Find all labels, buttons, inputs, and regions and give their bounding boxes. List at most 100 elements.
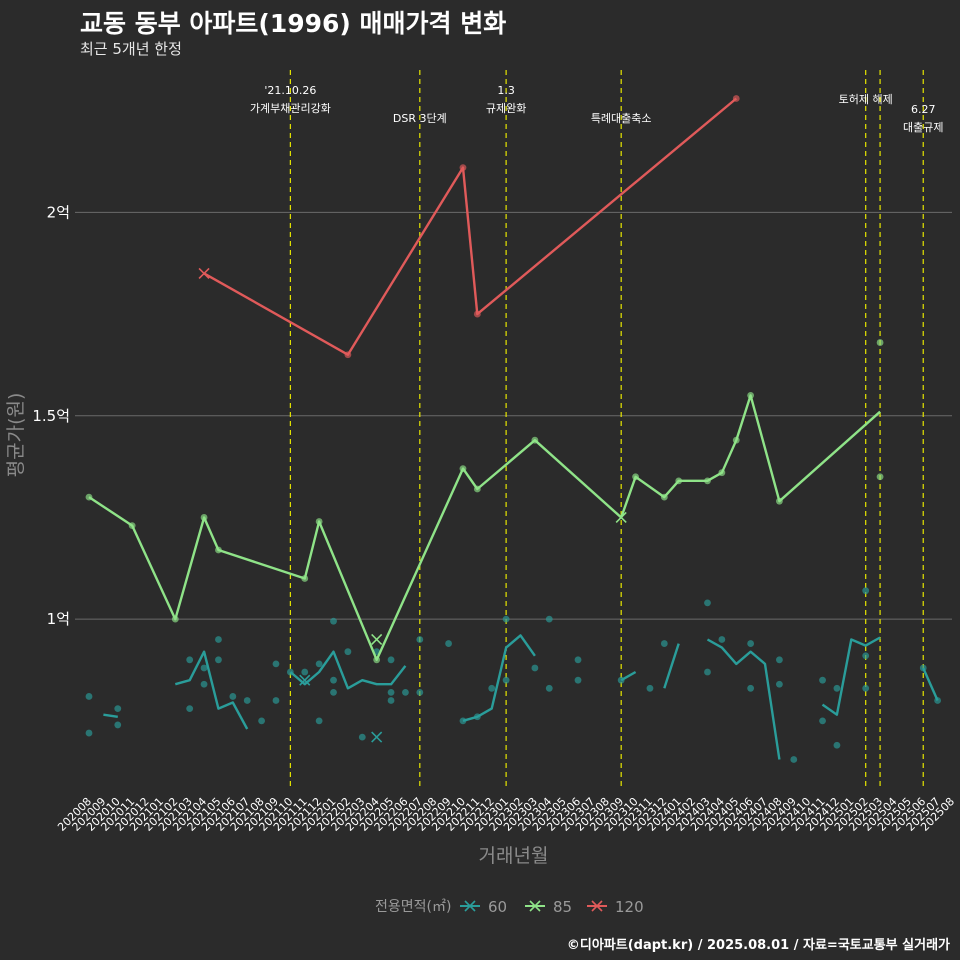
- series-60-point-57: [862, 587, 870, 595]
- y-axis-title: 평균가(원): [5, 393, 27, 478]
- series-85-line-0: [88, 394, 881, 661]
- series-120-x-marker-0: [198, 267, 210, 279]
- series-60-point-18: [315, 717, 323, 725]
- series-85-point-19: [876, 339, 884, 346]
- series-85-point-13: [675, 477, 683, 485]
- series-60-point-17: [315, 660, 323, 668]
- series-60-point-21: [330, 617, 337, 625]
- series-60-point-50: [776, 680, 783, 688]
- series-60-point-32: [459, 717, 467, 725]
- series-60-point-11: [243, 697, 251, 704]
- series-60-point-36: [502, 615, 510, 623]
- series-60-point-0: [85, 693, 93, 700]
- event-label-0-1: 가계부채관리강화: [250, 102, 331, 115]
- series-60-point-13: [272, 697, 280, 704]
- series-60-line-5: [663, 643, 680, 689]
- series-60-point-40: [574, 656, 582, 664]
- series-85-point-15: [718, 469, 726, 477]
- series-120-line-0: [203, 97, 738, 356]
- series-85-point-5: [301, 575, 309, 582]
- series-60-point-34: [488, 684, 496, 692]
- series-60-point-7: [200, 680, 208, 688]
- series-85-point-0: [85, 493, 93, 501]
- series-60-point-10: [229, 693, 237, 700]
- series-60-point-23: [358, 733, 366, 741]
- series-60-point-29: [416, 636, 424, 643]
- series-60-point-52: [790, 756, 798, 763]
- series-85-point-8: [459, 465, 467, 473]
- series-85-point-11: [632, 473, 639, 481]
- series-60-point-14: [272, 660, 280, 668]
- series-60-point-51: [776, 656, 783, 664]
- series-85-point-2: [171, 615, 179, 623]
- series-85-point-20: [876, 473, 884, 481]
- x-axis-title: 거래년월: [479, 845, 549, 867]
- series-60-point-25: [387, 688, 395, 696]
- event-label-3-0: 특례대출축소: [591, 112, 652, 125]
- series-85-point-10: [531, 436, 539, 444]
- series-60-line-1: [174, 650, 249, 730]
- event-label-6-0: 6.27: [911, 103, 936, 116]
- series-60-point-12: [258, 717, 265, 725]
- series-60-point-9: [215, 636, 222, 643]
- series-60-point-59: [862, 684, 870, 692]
- series-60-point-60: [919, 664, 927, 672]
- series-60-point-15: [286, 668, 294, 676]
- legend-title: 전용면적(㎡): [375, 899, 451, 915]
- event-label-1-0: DSR 3단계: [393, 112, 447, 125]
- event-label-0-0: '21.10.26: [264, 84, 316, 97]
- series-60-line-3: [462, 634, 536, 722]
- series-60-point-3: [114, 721, 122, 729]
- series-85-point-14: [704, 477, 711, 485]
- legend-key-marker-85: [529, 900, 541, 912]
- legend-key-marker-120: [591, 900, 603, 912]
- series-85-point-9: [473, 485, 481, 493]
- series-85-point-1: [128, 522, 136, 529]
- series-60-point-41: [574, 676, 582, 684]
- series-60-point-19: [330, 676, 337, 684]
- source-caption: ©디아파트(dapt.kr) / 2025.08.01 / 자료=국토교통부 실…: [566, 938, 950, 953]
- series-120-point-1: [459, 164, 467, 172]
- series-60-point-45: [704, 599, 711, 607]
- series-120-point-2: [473, 310, 481, 318]
- legend-label-85: 85: [553, 898, 572, 916]
- legend-key-marker-60: [464, 900, 476, 912]
- series-60-line-0: [103, 713, 118, 718]
- event-label-2-0: 1.3: [497, 84, 515, 97]
- y-tick-label-1: 1.5억: [32, 407, 70, 425]
- series-60-point-16: [301, 668, 309, 676]
- series-60-point-56: [833, 684, 841, 692]
- series-85-point-7: [373, 656, 381, 664]
- series-85-point-16: [732, 436, 740, 444]
- series-60-point-2: [114, 705, 122, 713]
- series-120-point-0: [344, 351, 352, 359]
- series-60-point-55: [833, 741, 841, 749]
- series-60-point-49: [747, 684, 755, 692]
- series-60-point-35: [502, 676, 510, 684]
- event-label-4-0: 토허제 해제: [839, 92, 893, 106]
- series-60-point-20: [330, 688, 337, 696]
- series-60-line-2: [289, 650, 407, 690]
- series-60-point-22: [344, 648, 352, 656]
- series-60-point-33: [473, 713, 481, 721]
- series-60-point-47: [718, 636, 726, 643]
- series-85-x-marker-0: [371, 633, 383, 646]
- series-60-point-53: [819, 676, 826, 684]
- series-60-point-5: [186, 705, 194, 713]
- series-60-line-6: [706, 638, 781, 760]
- series-85-point-3: [200, 514, 208, 521]
- series-60-line-7: [821, 636, 881, 716]
- chart-subtitle: 최근 5개년 한정: [80, 40, 182, 58]
- event-label-2-1: 규제완화: [486, 102, 526, 115]
- series-60-point-31: [445, 640, 452, 647]
- series-85-point-6: [315, 518, 323, 525]
- series-60-point-30: [416, 688, 424, 696]
- series-85-x-marker-1: [615, 511, 627, 524]
- legend-label-120: 120: [615, 898, 644, 916]
- series-60-point-26: [387, 697, 395, 704]
- series-60-point-39: [545, 615, 553, 623]
- series-60-point-42: [617, 676, 625, 684]
- series-60-x-marker-0: [299, 674, 311, 686]
- series-60-point-1: [85, 729, 93, 737]
